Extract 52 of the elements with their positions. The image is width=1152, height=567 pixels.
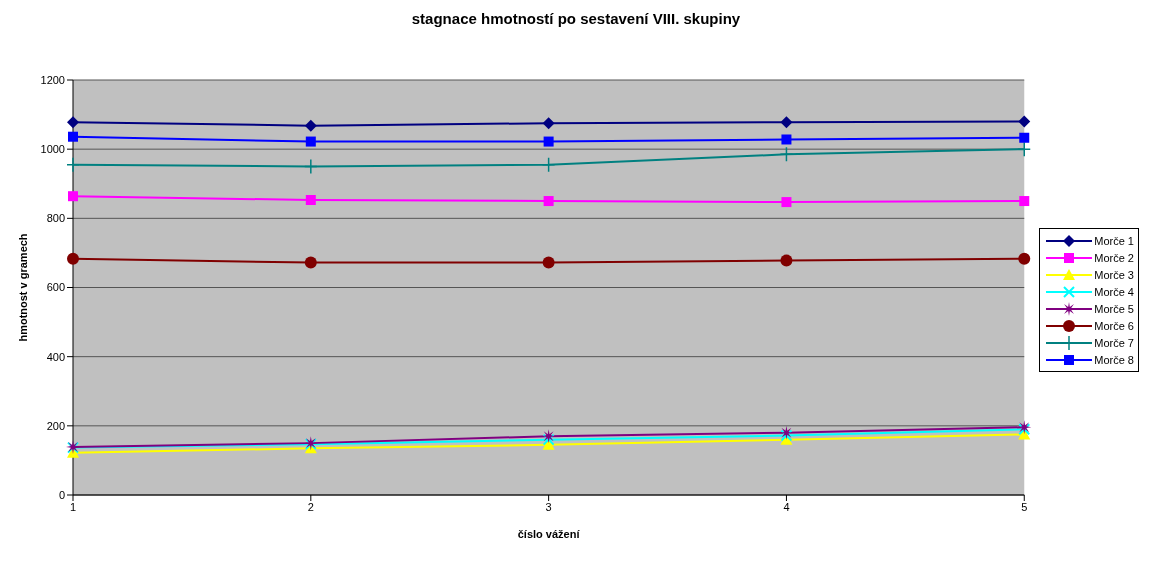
chart-title: stagnace hmotností po sestavení VIII. skupiny xyxy=(410,10,742,29)
point xyxy=(541,156,556,173)
legend-label: Morče 1 xyxy=(1094,234,1134,247)
point xyxy=(67,252,79,265)
point xyxy=(304,158,318,175)
point xyxy=(542,433,555,446)
point xyxy=(542,256,555,269)
x-tick-label: 3 xyxy=(545,500,552,513)
x-tick-label: 5 xyxy=(1021,500,1028,513)
legend-label: Morče 2 xyxy=(1094,251,1134,264)
point xyxy=(304,119,317,132)
point xyxy=(1018,252,1031,265)
point xyxy=(304,256,317,269)
point xyxy=(305,136,316,147)
legend-label: Morče 6 xyxy=(1094,319,1134,332)
point xyxy=(541,429,556,444)
point xyxy=(543,136,554,147)
y-tick-label: 200 xyxy=(46,419,65,432)
y-tick-label: 800 xyxy=(46,212,65,225)
point xyxy=(781,134,792,145)
legend-label: Morče 4 xyxy=(1094,285,1134,298)
x-tick-label: 2 xyxy=(307,500,314,513)
point xyxy=(1018,115,1031,128)
point xyxy=(780,429,793,442)
y-tick-label: 1000 xyxy=(40,143,65,156)
point xyxy=(68,191,78,202)
x-tick-label: 4 xyxy=(783,500,790,513)
point xyxy=(305,195,316,205)
y-axis-title: hmotnost v gramech xyxy=(16,233,29,342)
legend-label: Morče 8 xyxy=(1094,353,1134,366)
point xyxy=(1019,132,1030,143)
x-tick-label: 1 xyxy=(69,500,77,513)
point xyxy=(1017,141,1031,157)
legend-label: Morče 5 xyxy=(1094,302,1134,315)
point xyxy=(542,117,555,130)
point xyxy=(68,131,78,142)
x-axis-title: číslo vážení xyxy=(517,528,581,540)
point xyxy=(780,254,793,267)
y-tick-label: 400 xyxy=(46,350,65,363)
legend-label: Morče 7 xyxy=(1094,336,1134,349)
point xyxy=(1019,196,1030,207)
point xyxy=(66,156,80,173)
point xyxy=(779,146,794,163)
legend-label: Morče 3 xyxy=(1094,268,1134,281)
point xyxy=(67,116,79,129)
point xyxy=(779,425,794,440)
point xyxy=(781,197,792,208)
y-tick-label: 0 xyxy=(58,488,65,501)
y-tick-label: 600 xyxy=(46,281,65,294)
point xyxy=(780,116,793,129)
y-tick-label: 1200 xyxy=(40,73,65,86)
point xyxy=(543,196,554,207)
